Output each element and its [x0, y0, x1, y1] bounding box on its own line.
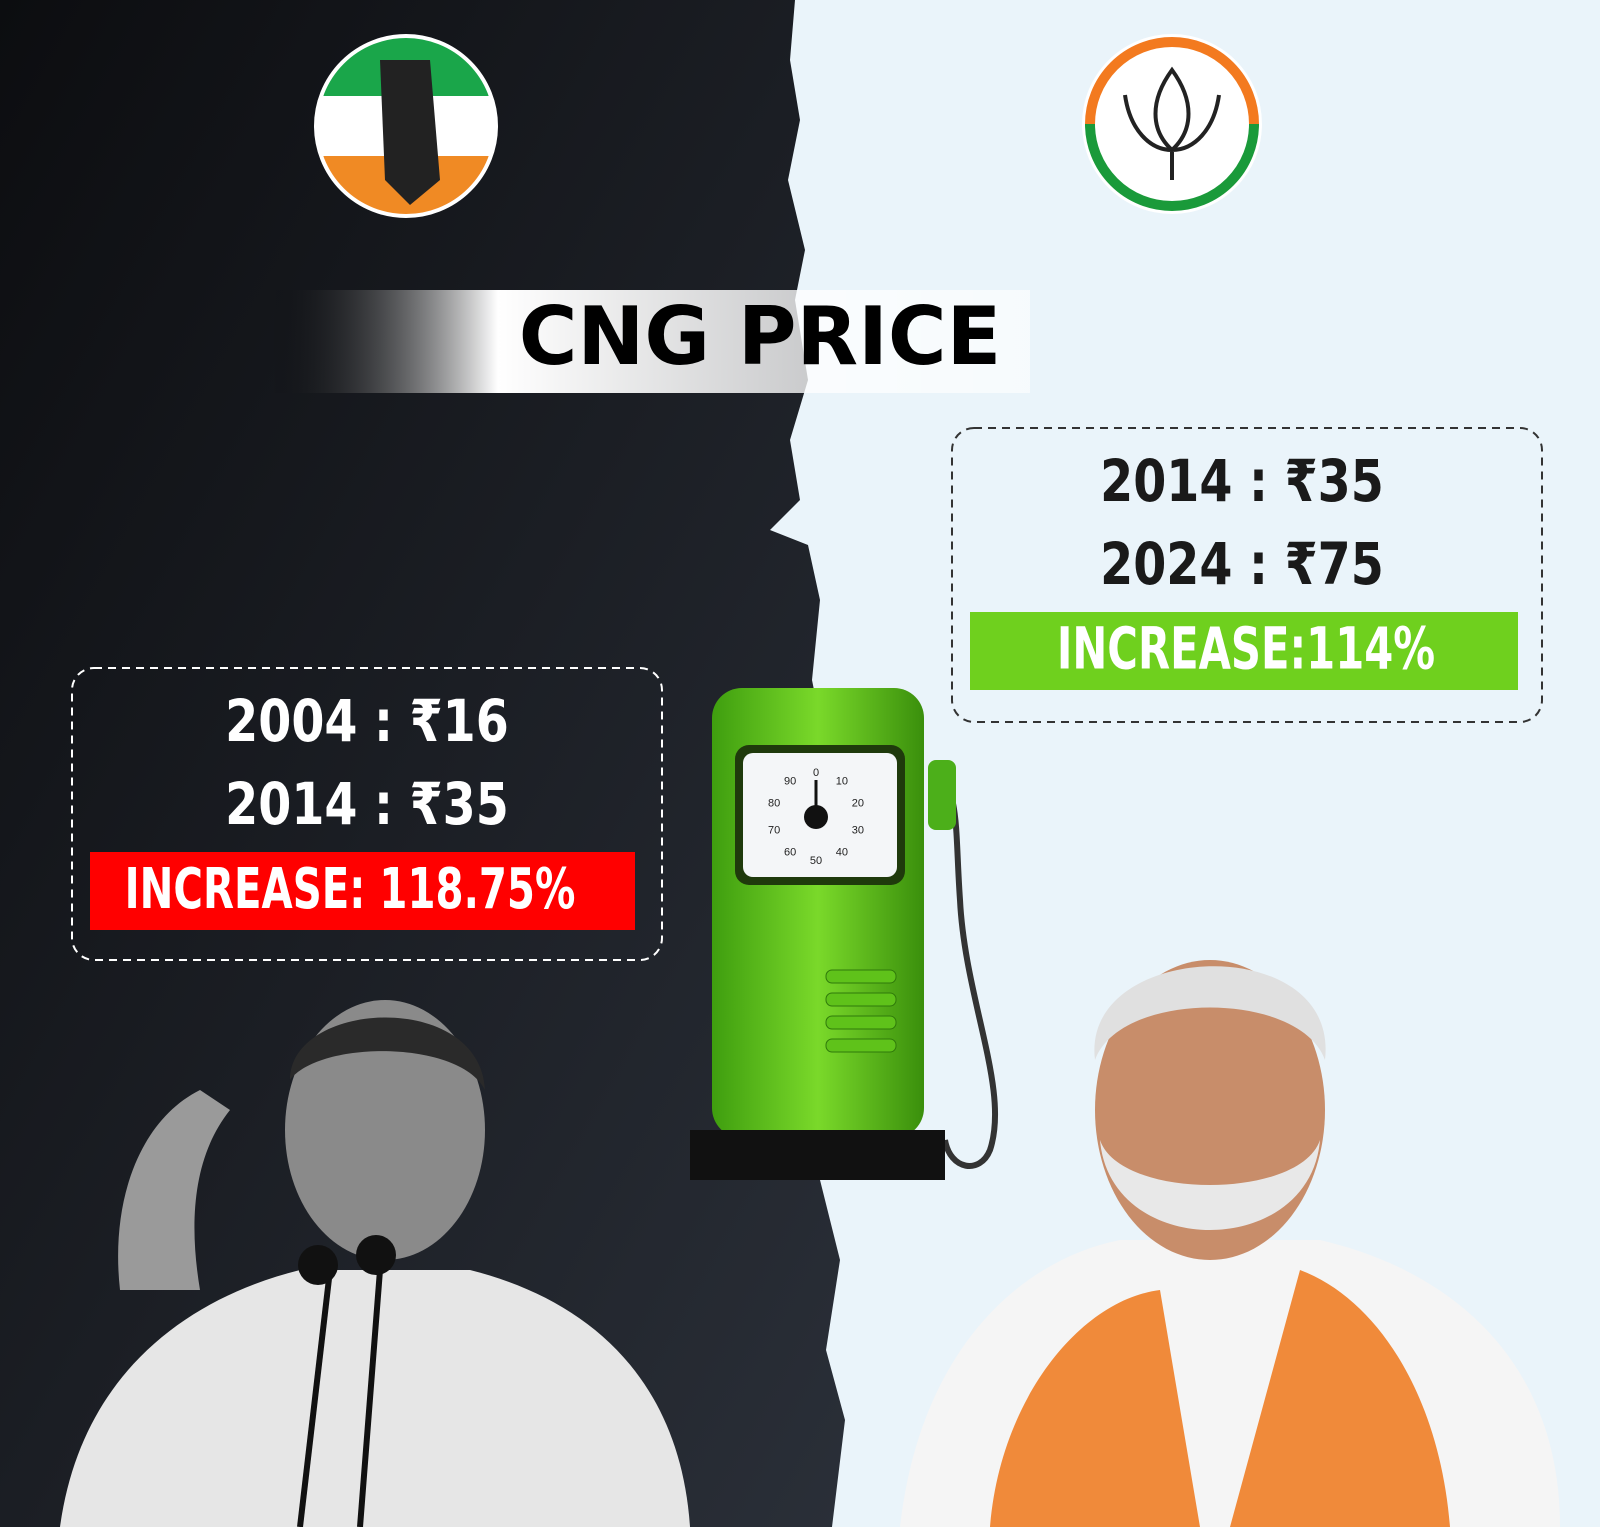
fuel-pump: 0 10 20 30 40 50 60 70 80 90	[690, 688, 999, 1180]
increase-bar	[970, 612, 1518, 690]
right-box	[951, 427, 1543, 723]
right-person	[900, 960, 1560, 1527]
title-band	[270, 290, 1030, 393]
left-logo	[314, 34, 498, 218]
increase-label: INCREASE: 118.75%	[125, 856, 576, 921]
gauge-label: 40	[836, 847, 848, 859]
gauge-label: 50	[810, 855, 822, 867]
gauge-label: 70	[768, 825, 780, 837]
title: CNG PRICE	[519, 290, 1002, 383]
gauge-label: 20	[852, 797, 864, 809]
price-line: 2014 : ₹35	[1100, 447, 1384, 515]
gauge-label: 0	[813, 767, 819, 779]
gauge-label: 10	[836, 775, 848, 787]
price-line: 2024 : ₹75	[1100, 530, 1384, 598]
gauge-label: 60	[784, 847, 796, 859]
gauge-label: 80	[768, 797, 780, 809]
gauge-label: 30	[852, 825, 864, 837]
left-person	[60, 1000, 690, 1527]
increase-label: INCREASE:114%	[1057, 615, 1435, 683]
increase-bar	[90, 852, 635, 930]
left-box	[71, 667, 663, 961]
right-logo	[1082, 34, 1262, 214]
price-line: 2004 : ₹16	[225, 687, 509, 755]
gauge-label: 90	[784, 775, 796, 787]
price-line: 2014 : ₹35	[225, 770, 509, 838]
